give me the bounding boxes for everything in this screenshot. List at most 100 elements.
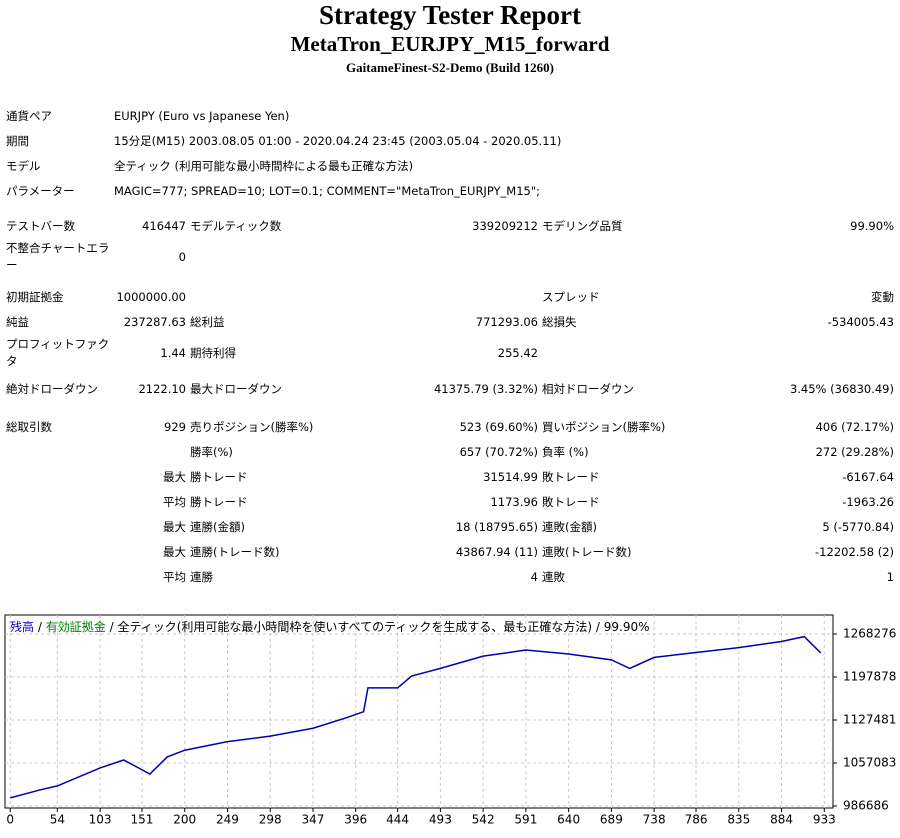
y-tick-label: 986686 — [843, 799, 889, 813]
info-row: パラメーター MAGIC=777; SPREAD=10; LOT=0.1; COM… — [4, 179, 896, 204]
stat-value: 272 (29.28%) — [815, 445, 894, 459]
stat-value: 339209212 — [472, 219, 538, 233]
x-tick-label: 103 — [89, 813, 112, 827]
stat-label: テストバー数 — [6, 219, 75, 233]
stat-row: 総取引数 929 売りポジション(勝率%) 523 (69.60%) 買いポジション(勝… — [4, 407, 896, 440]
legend-balance: 残高 — [10, 619, 34, 634]
info-value: 全ティック (利用可能な最小時間枠による最も正確な方法) — [114, 159, 414, 173]
subtitle: MetaTron_EURJPY_M15_forward — [290, 32, 610, 56]
stat-row: 平均 勝トレード 1173.96 敗トレード -1963.26 — [4, 490, 896, 515]
x-tick-label: 249 — [216, 813, 239, 827]
stat-label: 勝率(%) — [190, 445, 233, 459]
empty-cell — [700, 335, 896, 371]
info-value: 15分足(M15) 2003.08.05 01:00 - 2020.04.24 … — [114, 134, 562, 148]
info-value: EURJPY (Euro vs Japanese Yen) — [114, 109, 290, 123]
stat-row: テストバー数 416447 モデルティック数 339209212 モデリング品質 99.9… — [4, 204, 896, 239]
stat-value: -1963.26 — [842, 495, 894, 509]
empty-cell — [540, 239, 700, 275]
x-tick-label: 298 — [259, 813, 282, 827]
empty-cell — [4, 540, 112, 565]
stat-label: 勝トレード — [190, 495, 248, 509]
stat-value: 平均 — [163, 570, 186, 584]
stat-label: モデリング品質 — [542, 219, 623, 233]
stat-value: -6167.64 — [842, 470, 894, 484]
legend-separator: / — [38, 620, 43, 634]
stat-label: 純益 — [6, 315, 29, 329]
stat-value: 最大 — [163, 545, 186, 559]
info-label: パラメーター — [6, 184, 75, 198]
x-tick-label: 200 — [173, 813, 196, 827]
empty-cell — [378, 239, 540, 275]
stat-value: -12202.58 (2) — [815, 545, 894, 559]
stat-label: 総損失 — [542, 315, 577, 329]
empty-cell — [700, 239, 896, 275]
x-tick-label: 738 — [643, 813, 666, 827]
stat-label: プロフィットファクタ — [6, 337, 110, 368]
x-tick-label: 835 — [727, 813, 750, 827]
stat-value: 18 (18795.65) — [455, 520, 538, 534]
stat-value: 1.44 — [160, 345, 186, 360]
legend-quality: 99.90% — [604, 620, 650, 634]
empty-cell — [188, 275, 378, 310]
x-tick-label: 933 — [813, 813, 836, 827]
stat-row: 勝率(%) 657 (70.72%) 負率 (%) 272 (29.28%) — [4, 440, 896, 465]
empty-cell — [4, 565, 112, 590]
stat-value: 1173.96 — [490, 495, 538, 509]
y-tick-label: 1197878 — [843, 669, 896, 683]
y-tick-label: 1268276 — [843, 626, 896, 640]
empty-cell — [188, 239, 378, 275]
x-tick-label: 591 — [514, 813, 537, 827]
stat-value: 最大 — [163, 520, 186, 534]
stat-value: 237287.63 — [123, 315, 186, 329]
stat-label: 買いポジション(勝率%) — [542, 420, 666, 434]
info-value: MAGIC=777; SPREAD=10; LOT=0.1; COMMENT="… — [114, 184, 540, 198]
stat-row: 絶対ドローダウン 2122.10 最大ドローダウン 41375.79 (3.32%) 相… — [4, 371, 896, 407]
stat-label: モデルティック数 — [190, 219, 282, 233]
stat-row: 最大 勝トレード 31514.99 敗トレード -6167.64 — [4, 465, 896, 490]
x-tick-label: 396 — [344, 813, 367, 827]
stat-value: 657 (70.72%) — [459, 445, 538, 459]
info-row: 期間 15分足(M15) 2003.08.05 01:00 - 2020.04.2… — [4, 129, 896, 154]
y-tick-label: 1057083 — [843, 756, 896, 770]
x-tick-label: 151 — [131, 813, 154, 827]
stat-value: 2122.10 — [138, 381, 186, 396]
stat-value: 31514.99 — [483, 470, 538, 484]
stat-label: 不整合チャートエラー — [6, 241, 110, 272]
stat-row: 最大 連勝(トレード数) 43867.94 (11) 連敗(トレード数) -12202.… — [4, 540, 896, 565]
stat-label: 敗トレード — [542, 470, 600, 484]
y-tick-label: 1127481 — [843, 712, 896, 726]
stat-value: 1000000.00 — [116, 290, 186, 304]
report-table: 通貨ペア EURJPY (Euro vs Japanese Yen) 期間 15分足(… — [4, 104, 896, 590]
stat-value: 変動 — [871, 290, 894, 304]
stat-value: 416447 — [142, 219, 186, 233]
x-tick-label: 493 — [429, 813, 452, 827]
stat-value: 4 — [530, 570, 538, 584]
stat-value: 0 — [178, 249, 186, 264]
empty-cell — [4, 440, 112, 465]
x-tick-label: 54 — [50, 813, 65, 827]
stat-label: 連敗(トレード数) — [542, 545, 632, 559]
stat-label: 連敗(金額) — [542, 520, 597, 534]
stat-value: 3.45% (36830.49) — [789, 381, 894, 396]
stat-row: 初期証拠金 1000000.00 スプレッド 変動 — [4, 275, 896, 310]
stat-row: 最大 連勝(金額) 18 (18795.65) 連敗(金額) 5 (-5770.84) — [4, 515, 896, 540]
stat-label: 連勝(トレード数) — [190, 545, 280, 559]
x-tick-label: 347 — [302, 813, 325, 827]
stat-label: 連勝 — [190, 570, 213, 584]
stat-value: 1 — [886, 570, 894, 584]
stat-value: 最大 — [163, 470, 186, 484]
stat-label: 初期証拠金 — [6, 290, 64, 304]
x-tick-label: 689 — [600, 813, 623, 827]
balance-line — [10, 635, 822, 799]
legend-separator: / — [596, 620, 601, 634]
stat-value: 5 (-5770.84) — [822, 520, 894, 534]
x-tick-label: 444 — [386, 813, 409, 827]
info-label: 通貨ペア — [6, 109, 52, 123]
empty-cell — [112, 440, 188, 465]
info-row: モデル 全ティック (利用可能な最小時間枠による最も正確な方法) — [4, 154, 896, 179]
title: Strategy Tester Report — [319, 0, 581, 30]
stat-value: -534005.43 — [827, 315, 894, 329]
x-tick-label: 884 — [770, 813, 793, 827]
stat-value: 99.90% — [850, 219, 894, 233]
